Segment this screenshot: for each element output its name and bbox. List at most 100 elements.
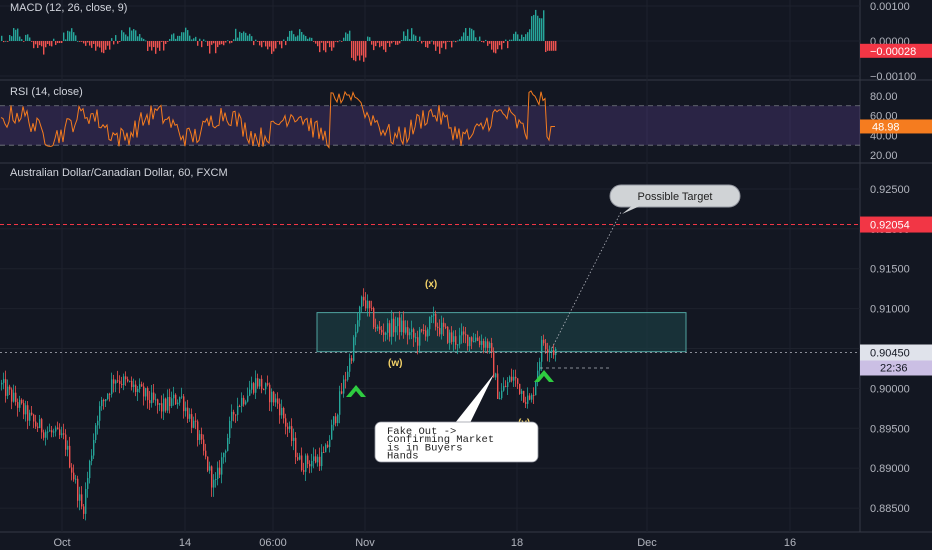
macd-bar — [189, 35, 191, 41]
price-pane — [0, 224, 860, 521]
rsi-tick-label: 80.00 — [870, 91, 898, 103]
candle — [517, 378, 519, 389]
candle-body — [453, 336, 455, 342]
candle-body — [19, 399, 21, 408]
macd-bar — [219, 41, 221, 45]
candle — [113, 374, 115, 393]
candle-body — [293, 437, 295, 441]
candle-body — [483, 341, 485, 348]
macd-bar — [355, 41, 357, 62]
candle — [523, 390, 525, 403]
macd-bar — [525, 34, 527, 41]
macd-title[interactable]: MACD (12, 26, close, 9) — [10, 2, 128, 14]
candle — [529, 393, 531, 401]
macd-bar — [445, 41, 447, 50]
macd-bar — [379, 41, 381, 48]
candle-body — [443, 322, 445, 327]
candle-body — [201, 434, 203, 440]
macd-bar — [137, 36, 139, 41]
macd-bar — [57, 41, 59, 44]
macd-bar — [227, 40, 229, 42]
candle — [347, 365, 349, 382]
macd-bar — [489, 41, 491, 44]
candle-body — [143, 386, 145, 397]
candle — [233, 409, 235, 422]
candle — [459, 327, 461, 349]
candle — [389, 320, 391, 342]
candle — [187, 399, 189, 424]
candle-body — [515, 376, 517, 379]
macd-bar — [329, 41, 331, 48]
candle — [31, 406, 33, 416]
candle-body — [447, 326, 449, 343]
price-title[interactable]: Australian Dollar/Canadian Dollar, 60, F… — [10, 167, 228, 179]
macd-bar — [69, 31, 71, 41]
macd-bar — [507, 41, 509, 49]
candle — [507, 377, 509, 396]
candle-body — [141, 384, 143, 387]
candle — [329, 435, 331, 453]
macd-bar — [73, 32, 75, 41]
candle-body — [135, 384, 137, 393]
macd-bar — [125, 34, 127, 41]
macd-bar — [417, 41, 419, 42]
price-axis[interactable]: 0.925000.920000.915000.910000.905000.900… — [860, 1, 932, 515]
macd-bar — [265, 41, 267, 47]
candle — [153, 383, 155, 403]
candle-body — [497, 373, 499, 399]
bar-countdown: 22:36 — [880, 363, 908, 375]
candle-body — [471, 337, 473, 342]
candle — [45, 429, 47, 446]
macd-bar — [111, 38, 113, 41]
candle — [89, 459, 91, 484]
candle-body — [111, 379, 113, 395]
macd-bar — [93, 41, 95, 45]
target-callout[interactable]: Possible Target — [609, 184, 741, 214]
macd-bar — [105, 41, 107, 50]
candle-body — [41, 419, 43, 433]
rsi-title[interactable]: RSI (14, close) — [10, 86, 83, 98]
candle-body — [5, 379, 7, 396]
macd-bar — [471, 28, 473, 41]
price-tick-label: 0.89500 — [870, 423, 910, 435]
macd-bar — [409, 39, 411, 41]
macd-bar — [71, 28, 73, 41]
candle — [61, 426, 63, 438]
current-price-tag[interactable]: 0.90450 22:36 — [860, 344, 932, 376]
candle-body — [499, 398, 501, 400]
candle — [415, 332, 417, 343]
candle — [303, 462, 305, 475]
macd-bar — [321, 41, 323, 43]
candle-body — [63, 433, 65, 435]
candle-body — [119, 380, 121, 384]
macd-bar — [253, 41, 255, 46]
candle — [317, 454, 319, 467]
macd-bar — [553, 41, 555, 51]
macd-current-tag[interactable]: −0.00028 — [860, 43, 932, 58]
candle — [165, 397, 167, 413]
candle — [503, 377, 505, 392]
time-axis[interactable]: Oct 14 06:00 Nov 18 Dec 16 — [53, 537, 796, 549]
macd-bar — [139, 34, 141, 41]
macd-bar — [367, 36, 369, 41]
candle — [103, 398, 105, 410]
candle — [537, 362, 539, 387]
candle-body — [449, 332, 451, 343]
rsi-current-tag[interactable]: 48.98 — [860, 119, 932, 134]
macd-bar — [207, 41, 209, 46]
candle — [555, 347, 557, 362]
candle-body — [51, 430, 53, 433]
candle — [51, 425, 53, 438]
macd-bar — [435, 41, 437, 51]
candle — [125, 371, 127, 386]
candle — [97, 415, 99, 435]
macd-bar — [159, 41, 161, 51]
candle — [39, 415, 41, 429]
target-price-tag[interactable]: 0.92054 — [860, 216, 932, 233]
candle — [107, 392, 109, 401]
candle-body — [481, 341, 483, 345]
candle-body — [549, 350, 551, 353]
candle — [543, 334, 545, 346]
candle — [367, 294, 369, 317]
